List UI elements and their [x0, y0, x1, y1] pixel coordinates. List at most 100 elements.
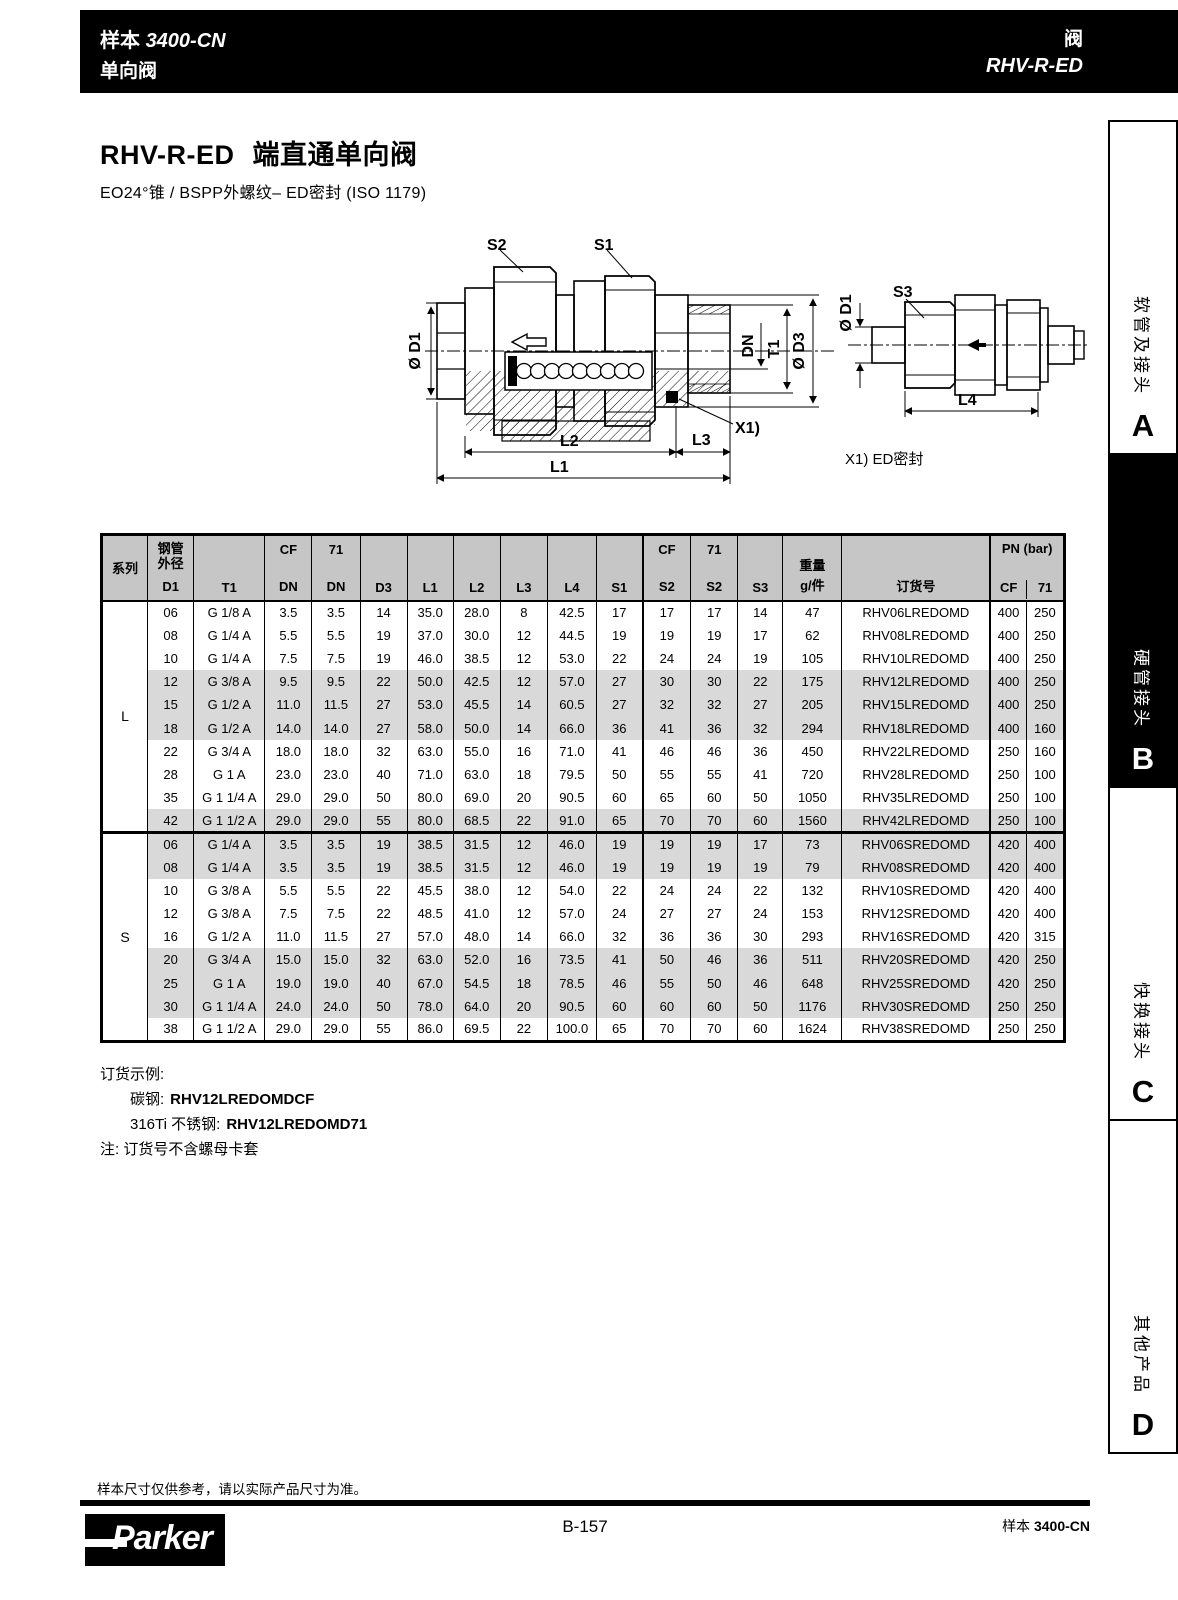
table-cell: 22 — [499, 809, 548, 833]
series-label: L — [100, 600, 148, 833]
table-cell: 46 — [641, 739, 691, 763]
table-row: 10 G 1/4 A 7.5 7.5 19 46.0 38.5 12 53.0 22 24 24 19 1… — [102, 646, 1065, 671]
table-cell: 16 — [499, 739, 548, 763]
table-cell: RHV28LREDOMD — [841, 762, 991, 786]
table-cell: 12 — [499, 623, 548, 647]
table-cell: 71.0 — [406, 762, 454, 786]
table-cell: 38.5 — [406, 855, 454, 879]
table-cell: 27 — [641, 901, 691, 926]
table-cell: 90.5 — [546, 786, 597, 810]
table-cell: 48.5 — [406, 901, 454, 926]
tab-hose-fittings[interactable]: 软管及接头 A — [1108, 120, 1178, 455]
table-cell: 400 — [989, 670, 1027, 694]
table-cell: RHV08SREDOMD — [841, 855, 991, 879]
section-tab-bar: 软管及接头 A 硬管接头 B 快换接头 C 其他产品 D — [1108, 120, 1178, 1454]
table-cell: 50.0 — [406, 670, 454, 694]
table-cell: 57.0 — [546, 901, 597, 926]
tab-letter: D — [1131, 1407, 1155, 1442]
table-cell: RHV42LREDOMD — [841, 809, 991, 833]
table-cell: 63.0 — [406, 948, 454, 972]
table-cell: 25 — [147, 971, 194, 995]
table-cell: 132 — [782, 878, 842, 902]
tab-quick-couplings[interactable]: 快换接头 C — [1108, 786, 1178, 1121]
col-header-d3: D3 — [359, 534, 408, 602]
table-cell: RHV20SREDOMD — [841, 948, 991, 972]
table-cell: 17 — [690, 600, 738, 624]
table-row: 12 G 3/8 A 7.5 7.5 22 48.5 41.0 12 57.0 24 27 27 24 1… — [102, 901, 1065, 926]
col-header-s1: S1 — [595, 534, 643, 602]
table-cell: 69.5 — [452, 1017, 501, 1042]
table-cell: 3.5 — [311, 830, 361, 856]
table-cell: 15 — [147, 693, 194, 717]
col-header-l4: L4 — [546, 534, 597, 602]
tab-label: 软管及接头 — [1131, 296, 1151, 396]
table-cell: 36 — [595, 716, 643, 740]
table-row: 28 G 1 A 23.0 23.0 40 71.0 63.0 18 79.5 50 55 55 41 7… — [102, 762, 1065, 786]
table-cell: 55 — [359, 809, 408, 833]
table-cell: 29.0 — [264, 809, 312, 833]
dim-label-x1: X1) — [735, 420, 760, 437]
table-row: 20 G 3/4 A 15.0 15.0 32 63.0 52.0 16 73.5 41 50 46 3… — [102, 948, 1065, 972]
dim-label-s1: S1 — [594, 237, 614, 254]
footer-rule — [80, 1500, 1090, 1506]
table-cell: 450 — [782, 739, 842, 763]
logo-bar — [85, 1539, 127, 1547]
table-cell: 3.5 — [264, 830, 312, 856]
tab-other-products[interactable]: 其他产品 D — [1108, 1119, 1178, 1454]
table-cell: 63.0 — [406, 739, 454, 763]
table-cell: 19 — [737, 855, 783, 879]
col-header-l3: L3 — [499, 534, 548, 602]
table-cell: 55 — [359, 1017, 408, 1042]
table-row: 10 G 3/8 A 5.5 5.5 22 45.5 38.0 12 54.0 22 24 24 22 1… — [102, 878, 1065, 902]
table-cell: G 1 1/2 A — [193, 809, 265, 833]
table-cell: 11.5 — [311, 693, 361, 717]
table-cell: 65 — [595, 809, 643, 833]
table-cell: 29.0 — [311, 1017, 361, 1042]
tab-letter: A — [1131, 408, 1155, 443]
table-cell: RHV30SREDOMD — [841, 994, 991, 1018]
table-cell: 80.0 — [406, 809, 454, 833]
table-cell: RHV10LREDOMD — [841, 646, 991, 671]
spec-table: 系列 钢管外径 D1 T1 CF DN 71 DN D3 L1 L2 L3 L4 — [100, 533, 1066, 1043]
dim-label-l4: L4 — [958, 392, 977, 409]
table-cell: 23.0 — [264, 762, 312, 786]
table-cell: G 1/8 A — [193, 600, 265, 624]
table-cell: 55 — [641, 971, 691, 995]
col-header-l2: L2 — [452, 534, 501, 602]
table-cell: 20 — [499, 786, 548, 810]
table-row: S 06 G 1/4 A 3.5 3.5 19 38.5 31.5 12 46.0 19 19 19 17… — [100, 830, 1065, 1042]
table-cell: 400 — [1025, 878, 1065, 902]
table-row: 16 G 1/2 A 11.0 11.5 27 57.0 48.0 14 66.0 32 36 36 3… — [102, 925, 1065, 949]
table-cell: 11.0 — [264, 693, 312, 717]
table-cell: 250 — [1025, 623, 1065, 647]
table-cell: 250 — [1025, 693, 1065, 717]
table-cell: 10 — [147, 646, 194, 671]
table-cell: 58.0 — [406, 716, 454, 740]
table-cell: 5.5 — [311, 623, 361, 647]
tab-tube-fittings[interactable]: 硬管接头 B — [1108, 453, 1178, 788]
table-cell: 60.5 — [546, 693, 597, 717]
table-cell: 250 — [1025, 971, 1065, 995]
valve-cross-section — [425, 249, 1088, 484]
title-model: RHV-R-ED — [100, 140, 235, 170]
table-cell: 50 — [641, 948, 691, 972]
table-cell: 400 — [1025, 830, 1065, 856]
table-cell: 1176 — [782, 994, 842, 1018]
dim-label-d3: Ø D3 — [791, 332, 808, 369]
table-cell: 60 — [737, 809, 783, 833]
table-cell: 1560 — [782, 809, 842, 833]
table-cell: 24 — [595, 901, 643, 926]
table-cell: 41 — [737, 762, 783, 786]
table-cell: 420 — [989, 855, 1027, 879]
table-cell: 100 — [1025, 786, 1065, 810]
table-cell: 70 — [641, 809, 691, 833]
table-cell: 36 — [641, 925, 691, 949]
table-cell: 12 — [499, 646, 548, 671]
header-catalog-label: 样本 — [100, 30, 140, 52]
table-cell: 24 — [690, 878, 738, 902]
table-cell: 69.0 — [452, 786, 501, 810]
table-cell: 45.5 — [452, 693, 501, 717]
dim-label-dn: DN — [740, 334, 757, 357]
table-cell: 19.0 — [311, 971, 361, 995]
